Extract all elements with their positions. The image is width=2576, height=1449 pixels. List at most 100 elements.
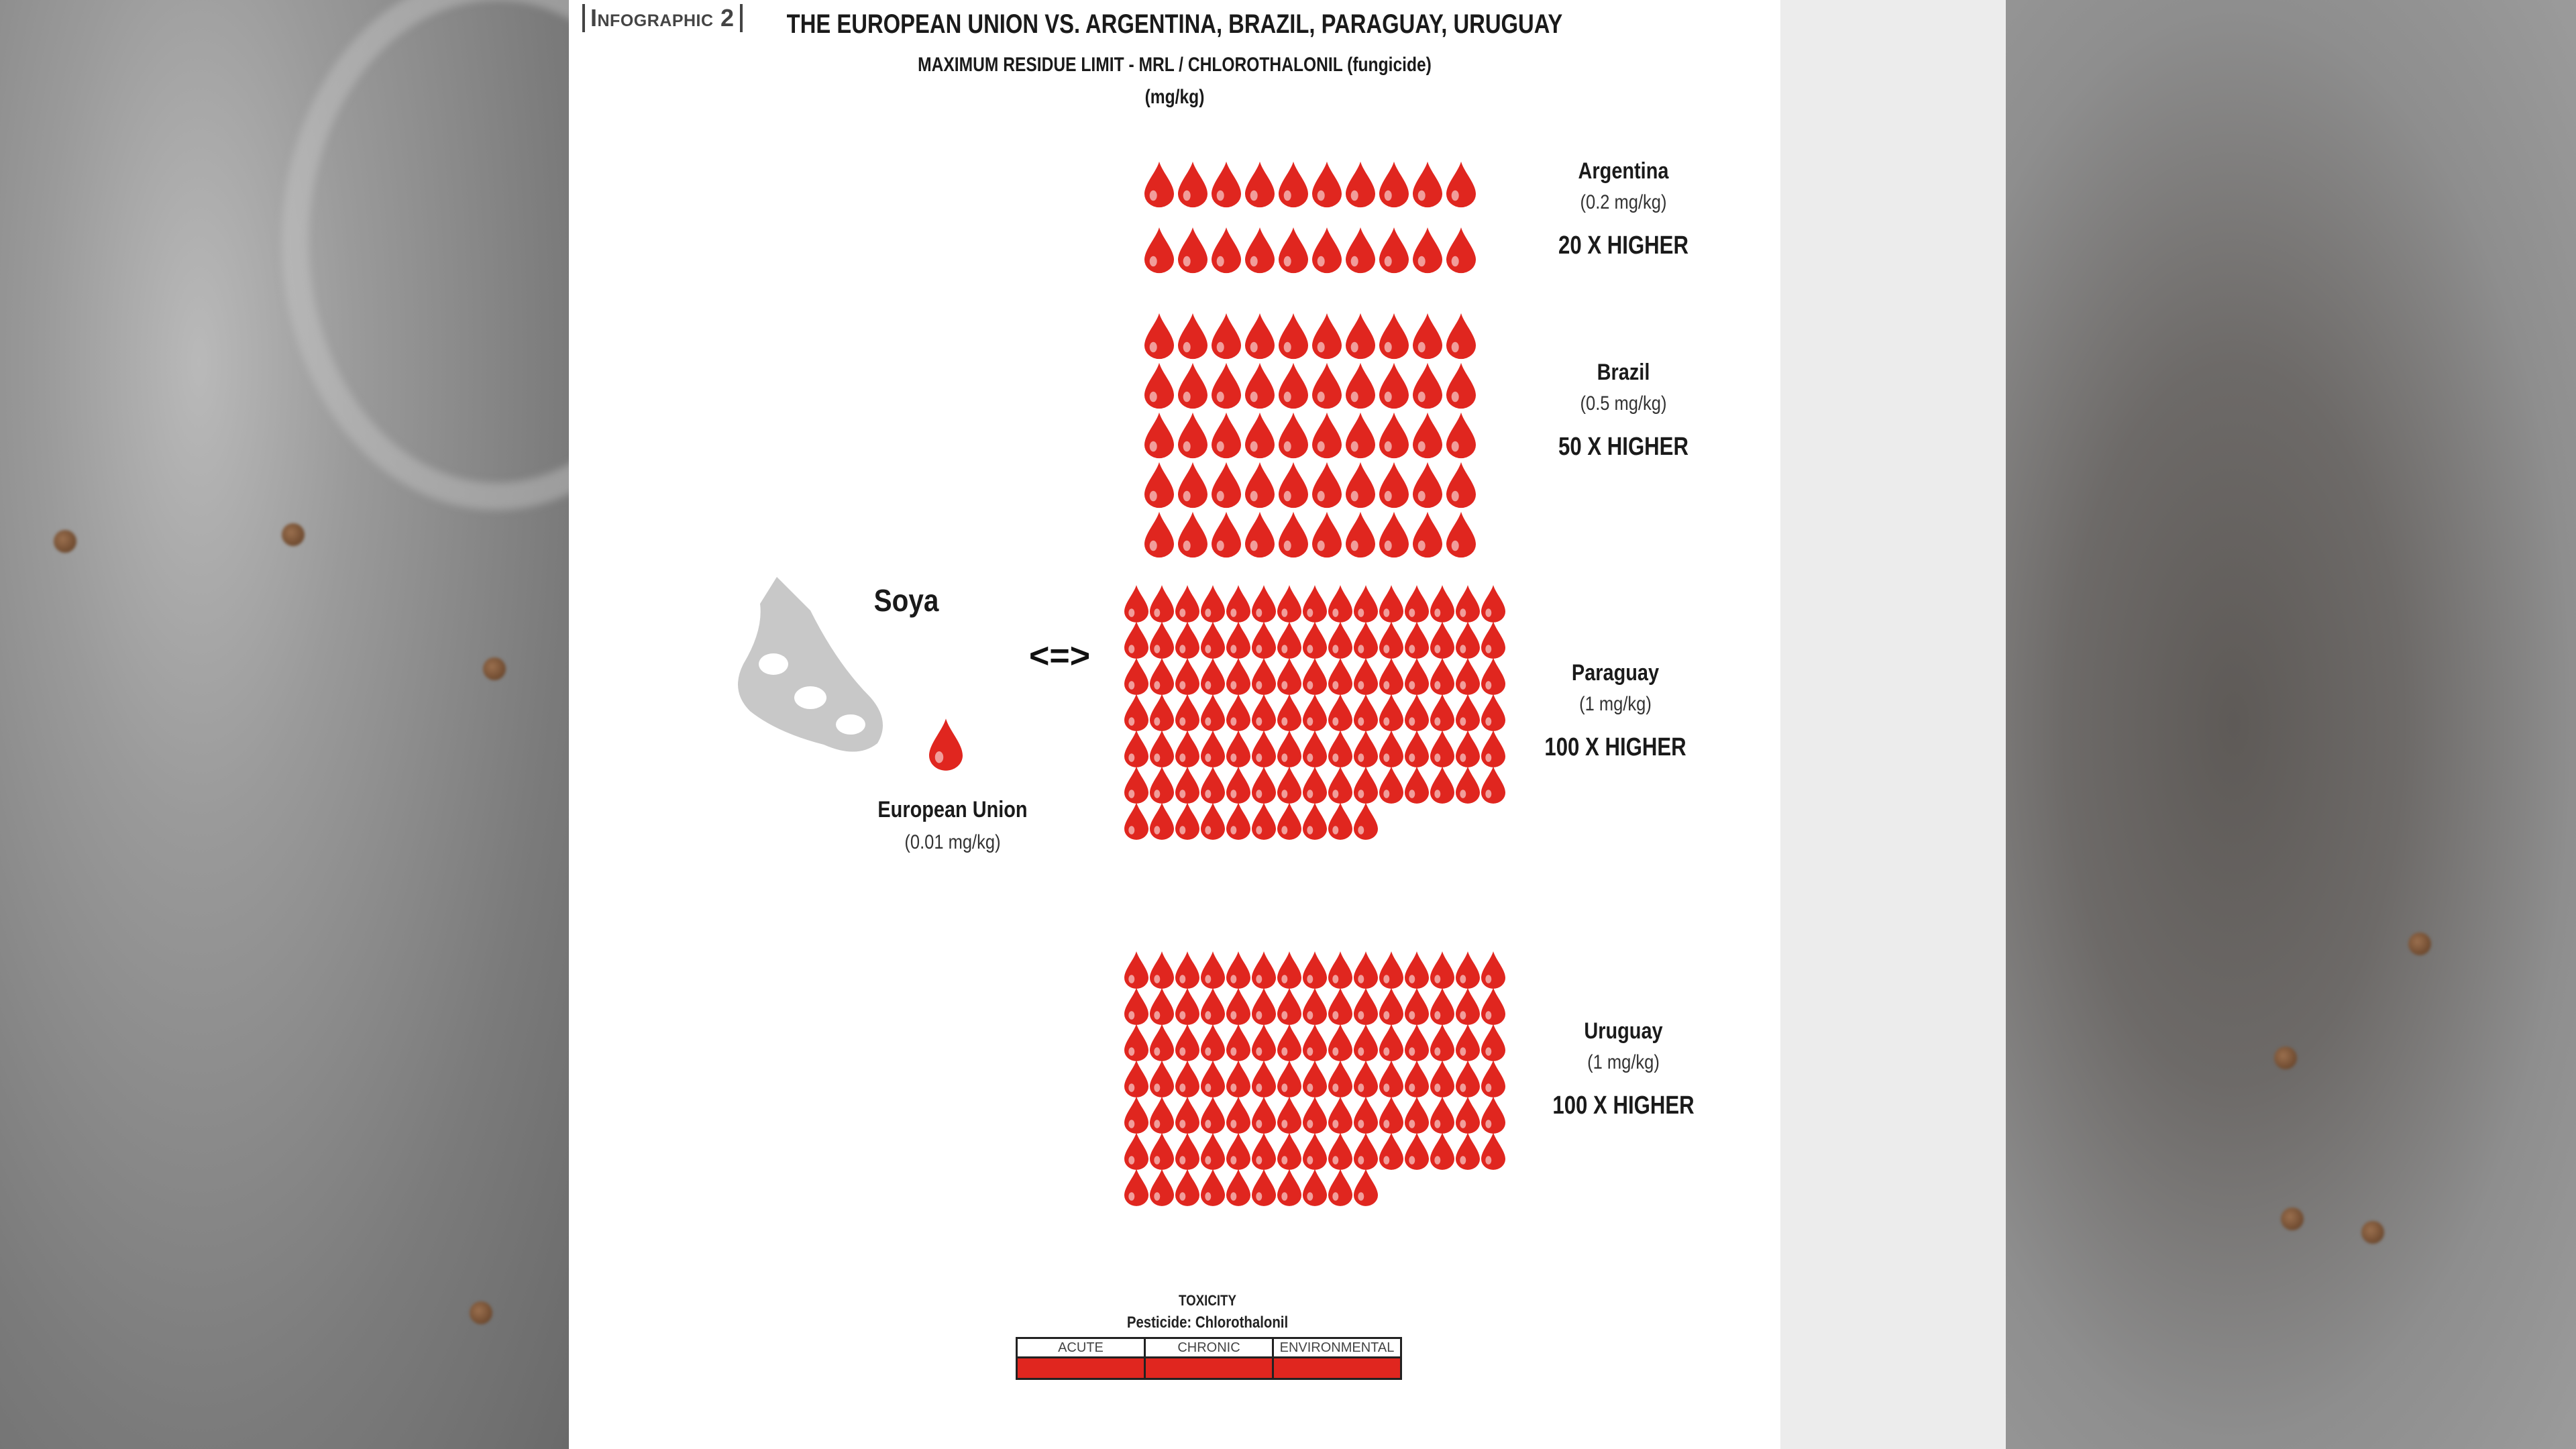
drop-brazil — [1144, 511, 1174, 558]
drop-paraguay — [1201, 766, 1225, 804]
drop-paraguay — [1354, 621, 1378, 659]
drop-brazil — [1178, 362, 1208, 409]
drop-paraguay — [1456, 766, 1480, 804]
drop-uruguay — [1226, 987, 1250, 1025]
drop-uruguay — [1124, 1096, 1148, 1134]
drop-argentina — [1312, 227, 1342, 274]
drop-paraguay — [1201, 730, 1225, 767]
drop-brazil — [1413, 412, 1442, 459]
drop-brazil — [1446, 362, 1476, 409]
drop-paraguay — [1354, 694, 1378, 731]
drop-uruguay — [1379, 951, 1403, 989]
drop-paraguay — [1430, 621, 1454, 659]
toxicity-table: ACUTE CHRONIC ENVIRONMENTAL — [1016, 1337, 1402, 1380]
country-name: Brazil — [1597, 360, 1650, 385]
drop-paraguay — [1150, 730, 1174, 767]
drop-paraguay — [1277, 802, 1301, 840]
drop-paraguay — [1252, 621, 1276, 659]
drop-uruguay — [1430, 987, 1454, 1025]
blurred-seed — [2281, 1208, 2304, 1230]
drop-brazil — [1312, 462, 1342, 508]
drop-uruguay — [1354, 951, 1378, 989]
drop-brazil — [1144, 412, 1174, 459]
drop-brazil — [1212, 362, 1241, 409]
drop-uruguay — [1175, 1060, 1199, 1097]
drop-paraguay — [1252, 585, 1276, 623]
drop-uruguay — [1405, 1132, 1429, 1170]
drop-paraguay — [1328, 730, 1352, 767]
drop-paraguay — [1328, 585, 1352, 623]
drop-paraguay — [1124, 657, 1148, 695]
drop-uruguay — [1150, 1132, 1174, 1170]
drop-uruguay — [1328, 1132, 1352, 1170]
drop-paraguay — [1379, 766, 1403, 804]
toxicity-bar — [1018, 1358, 1144, 1378]
drop-brazil — [1379, 412, 1409, 459]
drop-argentina — [1212, 227, 1241, 274]
eu-mrl-value: (0.01 mg/kg) — [904, 831, 1001, 853]
drop-brazil — [1346, 511, 1375, 558]
drop-uruguay — [1354, 1096, 1378, 1134]
infographic-page[interactable]: Infographic 2 THE EUROPEAN UNION VS. ARG… — [569, 0, 1780, 1449]
drop-uruguay — [1328, 1169, 1352, 1206]
drop-paraguay — [1456, 730, 1480, 767]
drop-paraguay — [1124, 802, 1148, 840]
drop-paraguay — [1201, 621, 1225, 659]
drop-uruguay — [1481, 987, 1505, 1025]
drop-argentina — [1379, 227, 1409, 274]
blurred-seed — [2361, 1221, 2384, 1244]
drop-uruguay — [1481, 1060, 1505, 1097]
country-name: Argentina — [1578, 158, 1669, 184]
drop-paraguay — [1252, 694, 1276, 731]
drop-uruguay — [1481, 1132, 1505, 1170]
drop-brazil — [1279, 511, 1308, 558]
drop-brazil — [1312, 313, 1342, 360]
drop-brazil — [1446, 462, 1476, 508]
drop-uruguay — [1430, 1024, 1454, 1061]
drop-uruguay — [1277, 987, 1301, 1025]
drop-paraguay — [1201, 802, 1225, 840]
drop-uruguay — [1201, 1132, 1225, 1170]
drop-brazil — [1346, 462, 1375, 508]
drop-brazil — [1212, 412, 1241, 459]
drop-paraguay — [1303, 766, 1327, 804]
drop-paraguay — [1379, 657, 1403, 695]
drop-paraguay — [1226, 802, 1250, 840]
drop-uruguay — [1430, 1096, 1454, 1134]
drop-paraguay — [1201, 585, 1225, 623]
drop-paraguay — [1481, 766, 1505, 804]
toxicity-column-header: ENVIRONMENTAL — [1274, 1339, 1400, 1358]
drop-uruguay — [1277, 1169, 1301, 1206]
drop-argentina — [1212, 161, 1241, 208]
drop-uruguay — [1328, 1060, 1352, 1097]
drop-brazil — [1279, 362, 1308, 409]
drop-uruguay — [1201, 1060, 1225, 1097]
drop-uruguay — [1303, 1096, 1327, 1134]
country-mrl-value: (0.2 mg/kg) — [1580, 191, 1667, 213]
drop-argentina — [1446, 161, 1476, 208]
drop-paraguay — [1481, 585, 1505, 623]
drop-uruguay — [1277, 1060, 1301, 1097]
toxicity-bar — [1146, 1358, 1272, 1378]
drop-paraguay — [1277, 621, 1301, 659]
drop-brazil — [1379, 511, 1409, 558]
drop-uruguay — [1328, 1024, 1352, 1061]
drop-brazil — [1379, 462, 1409, 508]
drop-brazil — [1279, 462, 1308, 508]
drop-paraguay — [1175, 694, 1199, 731]
drop-brazil — [1446, 511, 1476, 558]
drop-paraguay — [1379, 730, 1403, 767]
drop-brazil — [1178, 313, 1208, 360]
drop-paraguay — [1405, 657, 1429, 695]
drop-chart — [738, 161, 1505, 1206]
blurred-seed — [2408, 932, 2431, 955]
background-photo-left — [0, 0, 711, 1449]
drop-uruguay — [1201, 951, 1225, 989]
drop-uruguay — [1405, 951, 1429, 989]
drop-argentina — [1379, 161, 1409, 208]
drop-paraguay — [1175, 802, 1199, 840]
country-multiplier: 20 X HIGHER — [1558, 231, 1688, 260]
drop-uruguay — [1277, 1024, 1301, 1061]
drop-argentina — [1245, 227, 1275, 274]
drop-brazil — [1379, 313, 1409, 360]
